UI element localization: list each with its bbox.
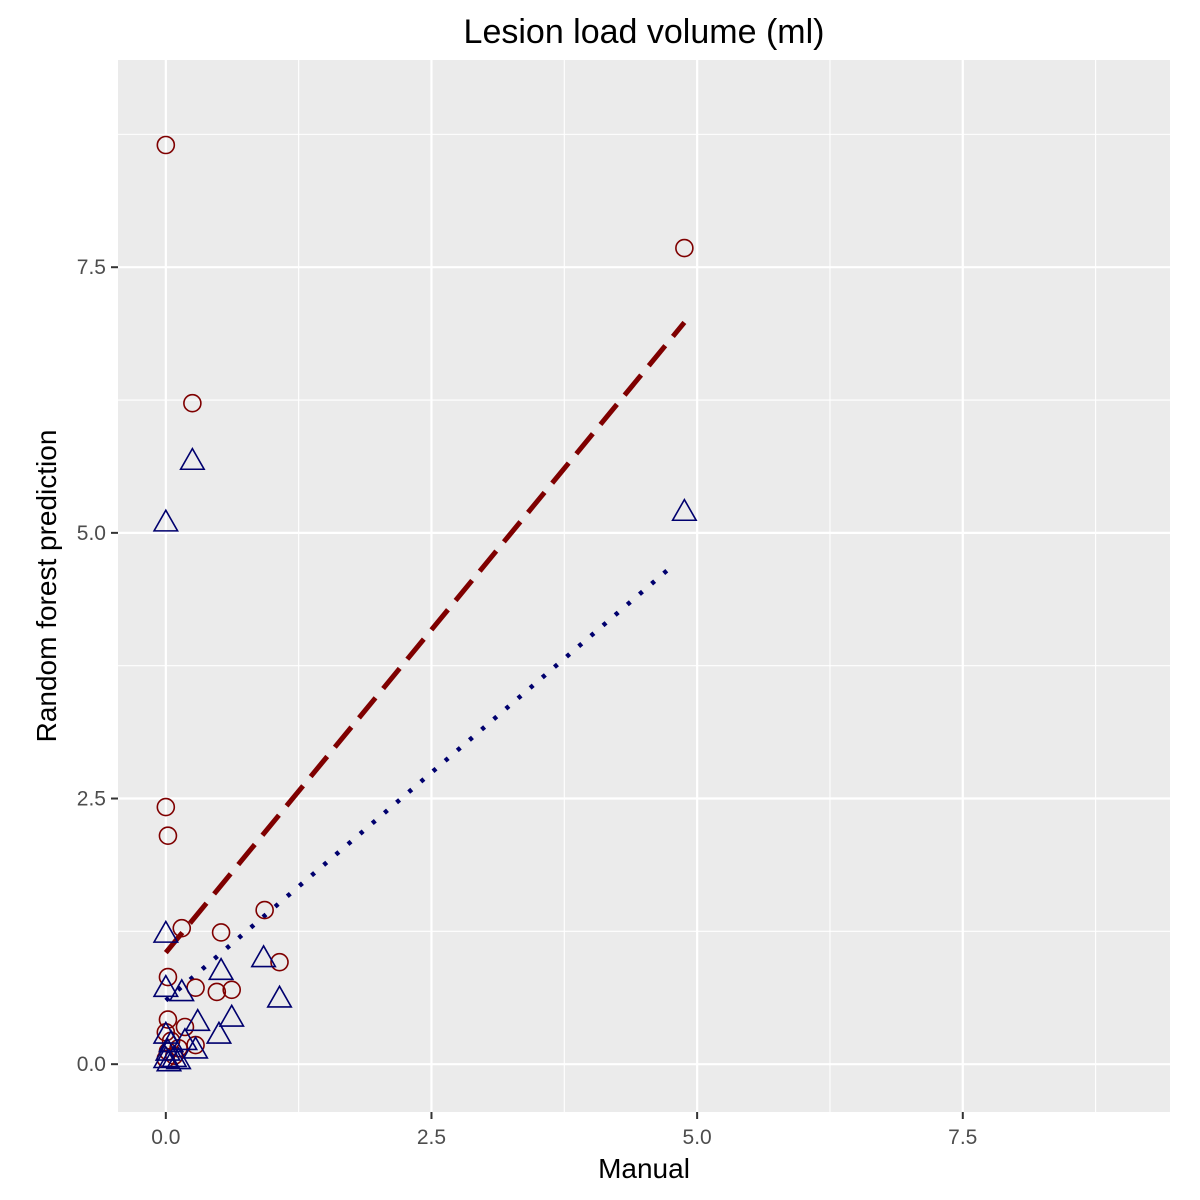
triangle-point [161,1044,188,1068]
minor-gridlines [118,60,1170,1112]
triangle-point [218,1003,245,1027]
circle-point [158,826,178,846]
x-tick-label: 0.0 [151,1126,180,1149]
x-tick-label: 7.5 [948,1126,977,1149]
triangle-point [155,1048,183,1072]
y-axis-ticks: 0.0 2.5 5.0 7.5 [77,256,118,1076]
triangle-point [171,1027,199,1051]
x-tick-label: 2.5 [417,1126,446,1149]
major-gridlines [118,60,1170,1112]
triangle-point [184,1008,211,1032]
circle-point [175,1017,195,1037]
triangle-point [182,1035,209,1059]
circle-point [255,900,274,920]
triangle-point [152,919,179,943]
circle-point [211,923,231,942]
plot-panel [118,60,1170,1112]
circle-point [158,1010,178,1029]
x-axis-label: Manual [598,1153,690,1184]
triangle-point [152,1045,179,1069]
triangle-point [154,1037,182,1061]
circle-point [156,797,176,817]
y-axis-label: Random forest prediction [31,430,62,743]
triangle-point [152,508,179,532]
triangle-point [250,944,277,968]
triangle-point [152,974,179,998]
x-axis-ticks: 0.0 2.5 5.0 7.5 [151,1112,977,1149]
y-tick-label: 7.5 [77,256,106,279]
triangle-point [179,446,206,471]
circle-point [183,393,202,413]
dashed-fit-line [163,320,687,955]
y-tick-label: 5.0 [77,522,106,545]
circle-point [222,980,242,1000]
y-tick-label: 2.5 [77,788,106,811]
triangle-point [205,1020,233,1044]
circle-point [675,238,694,258]
circle-point [158,967,178,987]
x-tick-label: 5.0 [683,1126,712,1149]
circle-point [270,952,289,972]
circle-point [156,135,176,155]
triangle-point [168,978,195,1002]
triangle-point [165,1046,192,1070]
y-tick-label: 0.0 [77,1053,106,1076]
triangle-point [266,984,293,1008]
data-points [152,135,698,1072]
chart-title: Lesion load volume (ml) [464,13,825,51]
triangle-point [207,957,235,981]
triangle-point [671,498,698,522]
circle-point [172,918,192,938]
circle-point [207,982,227,1002]
fit-lines [163,320,687,1003]
